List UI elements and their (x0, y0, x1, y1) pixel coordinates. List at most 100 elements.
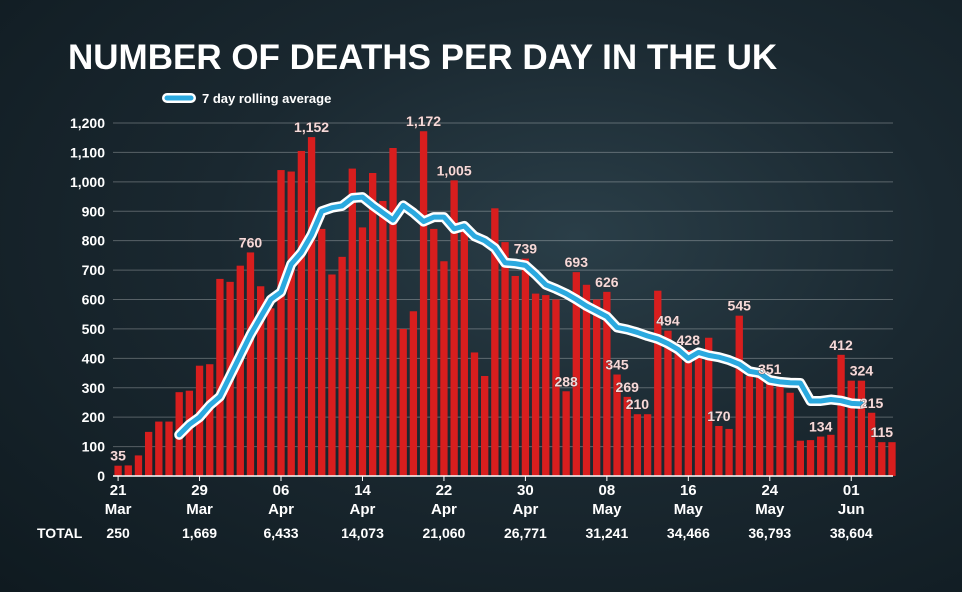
bar (368, 173, 377, 476)
x-tick-month: May (674, 501, 704, 518)
bar (246, 252, 255, 476)
x-tick-day: 24 (761, 482, 778, 499)
bar (766, 378, 774, 476)
bar (694, 355, 703, 476)
x-tick-day: 30 (517, 482, 534, 499)
bar (755, 374, 764, 476)
bar-data-label: 545 (728, 298, 752, 314)
bar (297, 150, 306, 476)
bar (134, 455, 143, 476)
total-value: 36,793 (748, 525, 791, 541)
x-tick-day: 16 (680, 482, 697, 499)
bar-data-label: 1,172 (406, 113, 441, 129)
bar-data-label: 739 (514, 241, 538, 257)
bar (430, 228, 438, 476)
bar (582, 284, 591, 476)
bar (725, 428, 733, 476)
bar (806, 440, 815, 476)
bar (185, 390, 194, 476)
bar (745, 375, 754, 476)
y-tick-label: 1,100 (70, 144, 105, 160)
x-tick-day: 06 (273, 482, 290, 499)
bar (867, 412, 876, 476)
bar (521, 258, 530, 476)
bar-data-label: 210 (626, 396, 650, 412)
y-tick-label: 800 (82, 233, 106, 249)
bar-data-label: 412 (829, 337, 853, 353)
bar (796, 440, 805, 476)
bar (389, 148, 397, 477)
bar (613, 374, 621, 476)
chart-title: NUMBER OF DEATHS PER DAY IN THE UK (68, 38, 778, 77)
total-value: 6,433 (263, 525, 298, 541)
bar (318, 228, 326, 476)
x-tick-day: 14 (354, 482, 371, 499)
bar (827, 434, 835, 476)
total-value: 38,604 (830, 525, 873, 541)
bar (144, 431, 153, 476)
bar-data-label: 428 (677, 332, 701, 348)
bar (715, 425, 723, 476)
y-tick-label: 0 (97, 468, 105, 484)
bar-data-label: 760 (239, 234, 263, 250)
total-value: 14,073 (341, 525, 384, 541)
bar-data-label: 288 (554, 373, 578, 389)
bar-data-label: 351 (758, 361, 782, 377)
total-value: 34,466 (667, 525, 710, 541)
bar (857, 380, 866, 476)
bar (664, 330, 672, 476)
x-tick-month: Mar (105, 501, 132, 518)
bar (399, 328, 407, 476)
x-tick-day: 22 (436, 482, 453, 499)
bar (847, 380, 855, 476)
bar (379, 200, 387, 476)
x-tick-day: 21 (110, 482, 127, 499)
bar (562, 391, 570, 476)
bar (542, 295, 550, 476)
bar-data-label: 494 (656, 313, 680, 329)
bar (776, 384, 784, 476)
bar (572, 272, 580, 476)
bar (206, 364, 214, 476)
bar (593, 299, 601, 476)
bar (623, 396, 631, 476)
total-value: 250 (106, 525, 130, 541)
x-tick-day: 01 (843, 482, 860, 499)
bar (267, 308, 275, 476)
bar-data-label: 170 (707, 408, 731, 424)
bar (684, 350, 692, 476)
y-tick-label: 600 (82, 292, 106, 308)
x-tick-day: 29 (191, 482, 208, 499)
bar (674, 352, 682, 476)
y-tick-label: 1,000 (70, 174, 105, 190)
bar-data-label: 324 (850, 363, 874, 379)
bar (878, 442, 886, 476)
bar (552, 299, 560, 476)
total-value: 31,241 (585, 525, 628, 541)
bar (603, 291, 611, 476)
x-tick-month: Mar (186, 501, 213, 518)
bar (837, 354, 845, 476)
bar (633, 414, 642, 476)
x-tick-day: 08 (599, 482, 616, 499)
legend-label: 7 day rolling average (202, 91, 331, 106)
bar (338, 256, 346, 476)
bar-data-label: 1,005 (437, 162, 472, 178)
x-tick-month: May (755, 501, 785, 518)
bar (888, 442, 896, 476)
bar (481, 375, 489, 476)
x-tick-month: Apr (268, 501, 294, 518)
bar (348, 168, 356, 477)
bar (786, 392, 794, 476)
bar (501, 242, 509, 476)
bar (409, 311, 418, 476)
bar (124, 465, 132, 476)
rolling-average-line (176, 194, 864, 438)
bar (491, 208, 499, 476)
x-tick-month: Jun (838, 501, 865, 518)
bar (705, 337, 713, 476)
y-tick-label: 200 (82, 409, 106, 425)
y-tick-label: 1,200 (70, 115, 105, 131)
x-tick-month: May (592, 501, 622, 518)
y-tick-label: 100 (82, 439, 106, 455)
